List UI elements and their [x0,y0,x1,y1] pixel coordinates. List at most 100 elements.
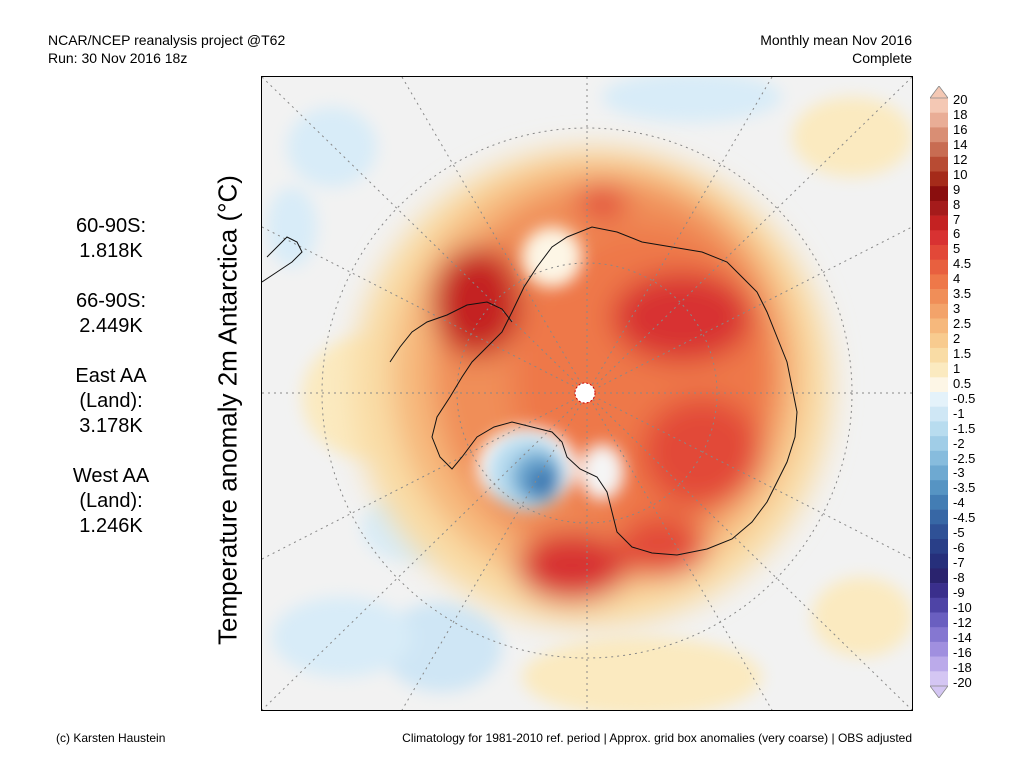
colorbar-cell [930,612,948,628]
stat-value: 3.178K [79,415,143,437]
colorbar-tick-label: -1.5 [953,420,976,436]
stat-region: 66-90S: [75,290,147,312]
colorbar-tick-label: -0.5 [953,390,976,406]
colorbar-tick-label: -2.5 [953,450,976,466]
stat-region: 60-90S: [75,215,147,237]
colorbar-cell [930,200,948,216]
colorbar-tick-label: -16 [953,644,972,660]
south-pole-marker [574,382,596,404]
colorbar-bottom-arrow [930,685,948,698]
colorbar-tick-label: 3.5 [953,286,972,302]
completeness-status: Complete [852,50,912,66]
colorbar-cell [930,186,948,202]
y-axis-label: Temperature anomaly 2m Antarctica (°C) [212,175,243,645]
run-info: Run: 30 Nov 2016 18z [48,50,188,66]
colorbar-cell [930,274,948,290]
colorbar-tick-label: -8 [953,570,965,585]
colorbar-cell [930,347,948,363]
colorbar-cell [930,597,948,613]
colorbar-tick-label: -14 [953,629,972,645]
colorbar-cell [930,450,948,466]
colorbar-tick-label: 0.5 [953,375,972,391]
colorbar-cell [930,583,948,599]
colorbar-tick-label: -2 [953,435,965,451]
header-right: Monthly mean Nov 2016 Complete [760,31,912,67]
colorbar-tick-label: -10 [953,599,972,615]
header-left: NCAR/NCEP reanalysis project @T62 Run: 3… [48,31,285,67]
colorbar-cell [930,171,948,187]
colorbar-cell [930,494,948,510]
colorbar-tick-label: -4.5 [953,510,976,526]
colorbar-cell [930,671,948,687]
colorbar-tick-label: 3 [953,301,961,317]
south-america-coastline [262,236,303,283]
colorbar-tick-label: -6 [953,540,965,556]
colorbar-cell [930,436,948,452]
colorbar-cell [930,406,948,422]
colorbar-tick-label: -1 [953,405,965,421]
colorbar-tick-label: 8 [953,196,961,212]
colorbar-cell [930,98,948,113]
anomaly-map-svg [262,77,912,710]
colorbar-cell [930,392,948,407]
colorbar-cell [930,303,948,319]
colorbar-cell [930,259,948,275]
colorbar-cell [930,377,948,393]
colorbar-cell [930,127,948,143]
antarctica-coastline [431,226,798,556]
colorbar-tick-label: -20 [953,674,972,690]
colorbar-cell [930,539,948,554]
colorbar-tick-label: -12 [953,614,972,630]
colorbar-cell [930,333,948,349]
colorbar-tick-label: 6 [953,226,961,242]
colorbar-tick-label: -3 [953,465,965,481]
colorbar-cell [930,553,948,569]
stat-region: West AA (Land): [72,465,150,512]
colorbar-tick-label: -9 [953,584,965,600]
colorbar-cell [930,289,948,305]
colorbar-cells [930,98,948,687]
colorbar-tick-label: -4 [953,495,965,511]
colorbar-tick-label: -7 [953,555,965,571]
colorbar-tick-label: -3.5 [953,480,976,496]
colorbar-tick-label: 1.5 [953,345,972,361]
colorbar-cell [930,509,948,525]
stat-66-90s: 66-90S: 2.449K [56,289,166,339]
stat-region: East AA (Land): [75,365,147,412]
colorbar-tick-label: 2.5 [953,316,972,332]
colorbar-cell [930,245,948,260]
stat-value: 1.246K [79,515,143,537]
anomaly-map [261,76,913,711]
colorbar-tick-label: 14 [953,136,968,152]
colorbar-tick-label: 16 [953,121,968,137]
colorbar-tick-label: 20 [953,92,968,107]
cold-anomaly-field [477,227,624,510]
regional-stats: 60-90S: 1.818K 66-90S: 2.449K East AA (L… [56,214,166,564]
copyright: (c) Karsten Haustein [56,731,166,745]
colorbar-cell [930,465,948,481]
colorbar-tick-label: 10 [953,166,968,182]
model-title: NCAR/NCEP reanalysis project @T62 [48,32,286,48]
colorbar-top-arrow [930,86,948,99]
colorbar-cell [930,480,948,496]
colorbar-tick-label: 12 [953,151,968,167]
colorbar-cell [930,230,948,246]
colorbar-tick-label: 5 [953,241,961,257]
colorbar-tick-label: -18 [953,659,972,675]
stat-west-aa: West AA (Land): 1.246K [61,464,161,539]
stat-value: 2.449K [79,315,143,337]
colorbar-cell [930,524,948,540]
stat-60-90s: 60-90S: 1.818K [56,214,166,264]
colorbar-tick-label: 2 [953,331,961,346]
colorbar-cell [930,142,948,158]
colorbar-labels: 20 18 16 14 12 10 9 8 7 6 5 4.5 4 3.5 3 2.5 2 1.5 1 0.5 -0.5… [953,92,976,691]
stat-east-aa: East AA (Land): 3.178K [61,364,161,439]
colorbar-cell [930,318,948,334]
colorbar-tick-label: 4.5 [953,256,972,272]
colorbar [930,86,948,698]
stat-value: 1.818K [79,240,143,262]
period-title: Monthly mean Nov 2016 [760,32,912,48]
colorbar-cell [930,627,948,643]
peninsula-coastline [389,301,513,363]
colorbar-cell [930,112,948,128]
